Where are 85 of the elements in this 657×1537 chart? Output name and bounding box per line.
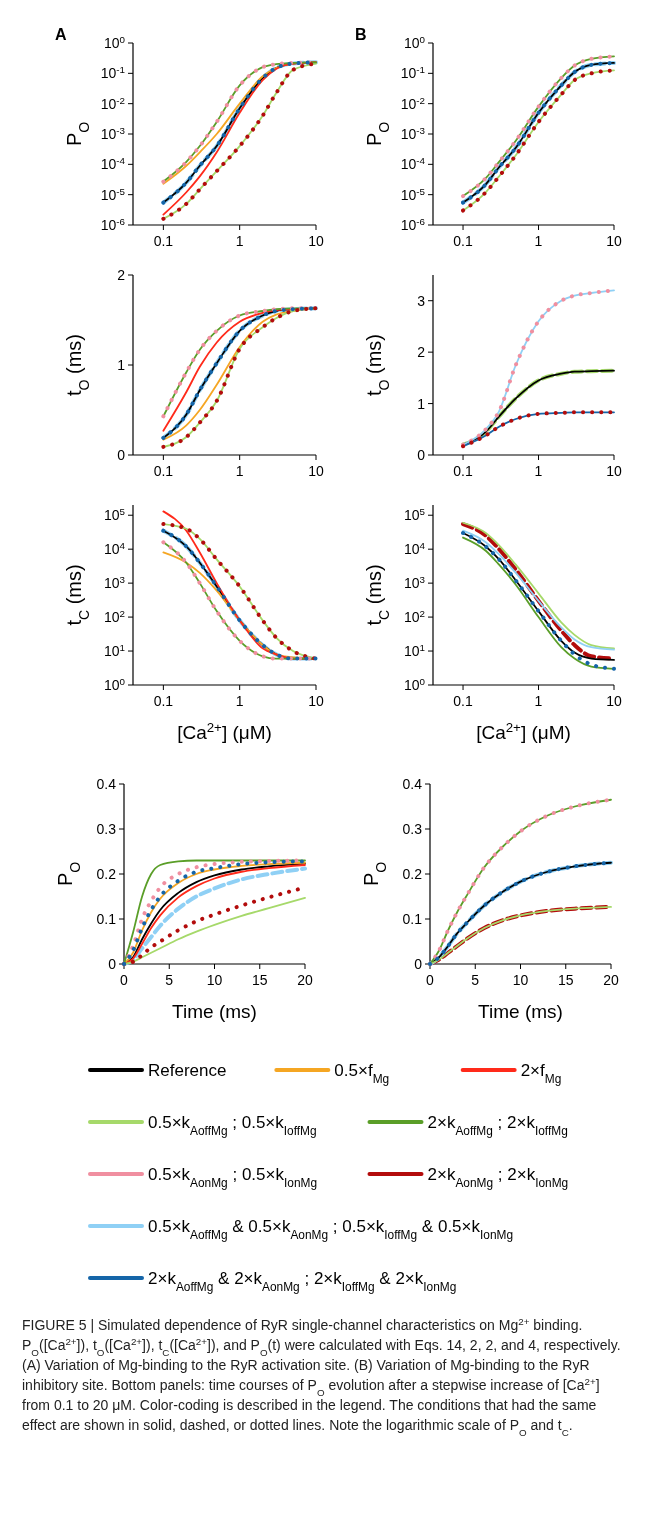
x-tick-label: 1 — [534, 463, 543, 479]
y-tick-label: 10$^{-3}$ — [400, 124, 426, 142]
y-tick-label: 10$^{-2}$ — [400, 94, 425, 112]
y-tick-label: 10$^{0}$ — [403, 33, 426, 51]
legend-label: 2×k$_{AoffMg}$ & 2×k$_{AonMg}$ ; 2×k$_{IoffMg}$ & 2×k$_{IonMg}$ — [148, 1269, 457, 1294]
x-tick-label: 10 — [606, 693, 622, 709]
y-tick-label: 10$^{-3}$ — [100, 124, 126, 142]
y-tick-label: 0.3 — [402, 821, 423, 837]
y-tick-label: 0.3 — [96, 821, 117, 837]
y-tick-label: 10$^{3}$ — [103, 573, 126, 592]
y-tick-label: 10$^{5}$ — [103, 505, 126, 524]
x-axis-title: [Ca$^{2+}$] (μM) — [476, 719, 571, 743]
x-tick-label: 15 — [557, 972, 574, 988]
y-tick-label: 0 — [108, 956, 117, 972]
x-tick-label: 15 — [251, 972, 268, 988]
y-tick-label: 10$^{1}$ — [403, 641, 425, 660]
x-tick-label: 10 — [606, 463, 622, 479]
x-tick-label: 20 — [603, 972, 619, 988]
y-tick-label: 1 — [417, 395, 426, 412]
x-tick-label: 0.1 — [153, 233, 174, 249]
x-tick-label: 1 — [534, 233, 543, 249]
y-tick-label: 10$^{4}$ — [103, 539, 126, 558]
y-tick-label: 10$^{-5}$ — [400, 185, 426, 203]
text: FIGURE 5 | Simulated dependence of RyR single-channel characteristics on Mg$^{2+}$ binding. P$_{O}$([Ca$^{2+}$]), t$_{O}$([Ca$^{2+}$]), t$_{C}$([Ca$^{2+}$]), and P$_{O}$(t) were calculated with Eqs. 14, 2, 2, and 4, respectively. (A) Variation of Mg-binding to the RyR activation site. (B) Variation of Mg-binding to the RyR inhibitory site. Bottom panels: time courses of P$_{O}$ evolution after a stepwise increase of [Ca$^{2+}$] from 0.1 to 20 μM. Color-coding is described in the legend. The conditions that had the same effect are shown in solid, dashed, or dotted lines. Note the logarithmic scale of P$_{O}$ and t$_{C}$. — [22, 1315, 621, 1438]
y-tick-label: 10$^{-6}$ — [100, 215, 126, 233]
legend-label: Reference — [148, 1061, 227, 1080]
y-tick-label: 10$^{0}$ — [103, 33, 126, 51]
y-tick-label: 10$^{-4}$ — [100, 154, 126, 173]
y-tick-label: 1 — [117, 357, 126, 373]
x-tick-label: 0.1 — [153, 463, 174, 479]
x-tick-label: 1 — [235, 233, 244, 249]
y-tick-label: 10$^{2}$ — [103, 607, 125, 626]
legend-label: 0.5×k$_{AoffMg}$ ; 0.5×k$_{IoffMg}$ — [148, 1113, 317, 1138]
y-tick-label: 0.2 — [96, 866, 117, 882]
x-tick-label: 5 — [165, 972, 174, 988]
legend-label: 2×k$_{AonMg}$ ; 2×k$_{IonMg}$ — [427, 1165, 569, 1190]
y-tick-label: 0.4 — [402, 776, 423, 792]
y-tick-label: 10$^{-1}$ — [400, 63, 425, 82]
y-tick-label: 10$^{5}$ — [403, 505, 426, 524]
x-axis-title: [Ca$^{2+}$] (μM) — [177, 719, 272, 743]
x-tick-label: 0.1 — [453, 233, 473, 249]
y-tick-label: 10$^{-4}$ — [400, 154, 426, 173]
y-tick-label: 0.4 — [96, 776, 117, 792]
y-tick-label: 10$^{2}$ — [403, 607, 425, 626]
legend-label: 0.5×k$_{AonMg}$ ; 0.5×k$_{IonMg}$ — [148, 1165, 318, 1190]
chart-title: B — [355, 26, 367, 43]
y-tick-label: 10$^{-5}$ — [100, 185, 126, 203]
y-tick-label: 10$^{-6}$ — [400, 215, 426, 233]
x-axis-title: Time (ms) — [478, 1001, 563, 1022]
legend-label: 0.5×f$_{Mg}$ — [334, 1061, 390, 1086]
y-tick-label: 0 — [414, 956, 423, 972]
x-tick-label: 1 — [235, 463, 244, 479]
x-tick-label: 10 — [606, 233, 622, 249]
x-tick-label: 10 — [512, 972, 529, 988]
x-tick-label: 0.1 — [453, 693, 473, 709]
chart-title: A — [55, 26, 67, 43]
y-tick-label: 2 — [417, 344, 426, 361]
y-tick-label: 0 — [117, 447, 126, 463]
y-tick-label: 10$^{4}$ — [403, 539, 426, 558]
y-tick-label: 10$^{-2}$ — [100, 94, 125, 112]
y-tick-label: 3 — [417, 292, 426, 309]
x-tick-label: 10 — [206, 972, 223, 988]
y-tick-label: 10$^{0}$ — [103, 675, 126, 693]
x-tick-label: 10 — [308, 233, 324, 249]
x-tick-label: 20 — [297, 972, 313, 988]
legend-label: 0.5×k$_{AoffMg}$ & 0.5×k$_{AonMg}$ ; 0.5×k$_{IoffMg}$ & 0.5×k$_{IonMg}$ — [148, 1217, 514, 1242]
y-tick-label: 0.2 — [402, 866, 423, 882]
legend-label: 2×k$_{AoffMg}$ ; 2×k$_{IoffMg}$ — [427, 1113, 568, 1138]
y-tick-label: 0.1 — [96, 911, 117, 927]
y-tick-label: 10$^{0}$ — [403, 675, 426, 693]
x-tick-label: 10 — [308, 693, 324, 709]
y-tick-label: 10$^{1}$ — [103, 641, 125, 660]
x-tick-label: 10 — [308, 463, 324, 479]
x-tick-label: 0.1 — [453, 463, 473, 479]
y-tick-label: 0.1 — [402, 911, 423, 927]
x-tick-label: 0.1 — [153, 693, 174, 709]
y-tick-label: 10$^{-1}$ — [100, 63, 125, 82]
x-tick-label: 5 — [471, 972, 480, 988]
x-tick-label: 1 — [235, 693, 244, 709]
y-tick-label: 0 — [417, 447, 426, 463]
legend-label: 2×f$_{Mg}$ — [520, 1061, 562, 1086]
x-axis-title: Time (ms) — [172, 1001, 257, 1022]
y-tick-label: 2 — [117, 267, 126, 283]
x-tick-label: 1 — [534, 693, 543, 709]
y-tick-label: 10$^{3}$ — [403, 573, 426, 592]
